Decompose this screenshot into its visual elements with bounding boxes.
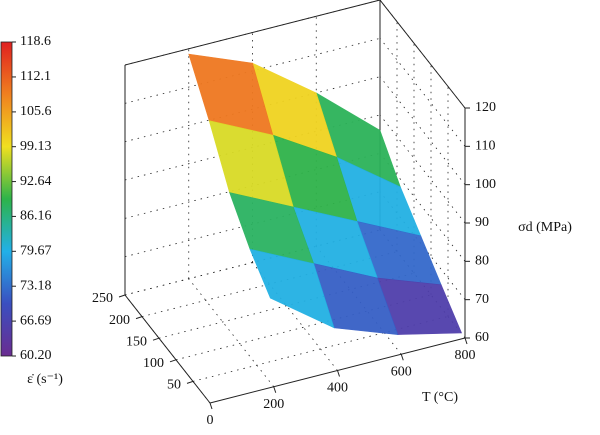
z-tick-label: 60	[475, 330, 489, 345]
surface-patch	[188, 53, 274, 136]
tick-mark	[169, 359, 177, 363]
z-tick-label: 70	[475, 292, 489, 307]
z-axis-label: σd (MPa)	[518, 220, 572, 235]
tick-mark	[464, 337, 468, 345]
colorbar-tick-label: 99.13	[20, 139, 52, 154]
colorbar-tick-label: 92.64	[20, 174, 52, 189]
tick-mark	[337, 370, 340, 377]
box-edge	[379, 0, 466, 109]
colorbar-tick-label: 112.1	[20, 69, 51, 84]
tick-mark	[118, 294, 126, 298]
z-tick-label: 100	[475, 177, 496, 192]
x-tick-label: 0	[207, 413, 214, 428]
colorbar-tick-label: 60.20	[20, 348, 52, 363]
tick-mark	[400, 354, 404, 361]
box-edge	[124, 294, 211, 404]
surface-patch	[249, 248, 335, 329]
colorbar-tick-label: 86.16	[20, 209, 52, 224]
grid-line	[188, 278, 275, 387]
z-tick-label: 120	[475, 100, 496, 115]
tick-mark	[186, 380, 194, 384]
tick-mark	[273, 386, 277, 393]
z-tick-label: 110	[475, 139, 495, 154]
colorbar	[0, 41, 13, 357]
box-edge	[124, 0, 381, 66]
colorbar-tick-label: 79.67	[20, 244, 52, 259]
colorbar-tick-label: 73.18	[20, 278, 52, 293]
colorbar-tick-label: 66.69	[20, 313, 52, 328]
tick-mark	[209, 402, 213, 410]
y-tick-label: 50	[167, 378, 181, 393]
y-tick-label: 250	[92, 291, 113, 306]
tick-mark	[152, 337, 160, 341]
tick-mark	[135, 316, 143, 320]
x-tick-label: 400	[327, 381, 348, 396]
colorbar-tick-label: 118.6	[20, 34, 51, 49]
y-tick-label: 200	[109, 313, 130, 328]
z-tick-label: 80	[475, 254, 489, 269]
x-axis-label: T (°C)	[422, 390, 458, 405]
y-tick-label: 150	[126, 334, 147, 349]
z-tick-label: 90	[475, 215, 489, 230]
y-axis-label: ε̇ (s⁻¹)	[27, 372, 63, 387]
x-tick-label: 600	[391, 364, 412, 379]
x-tick-label: 800	[455, 348, 476, 363]
y-tick-label: 100	[143, 356, 164, 371]
x-tick-label: 200	[263, 397, 284, 412]
colorbar-tick-label: 105.6	[20, 104, 52, 119]
